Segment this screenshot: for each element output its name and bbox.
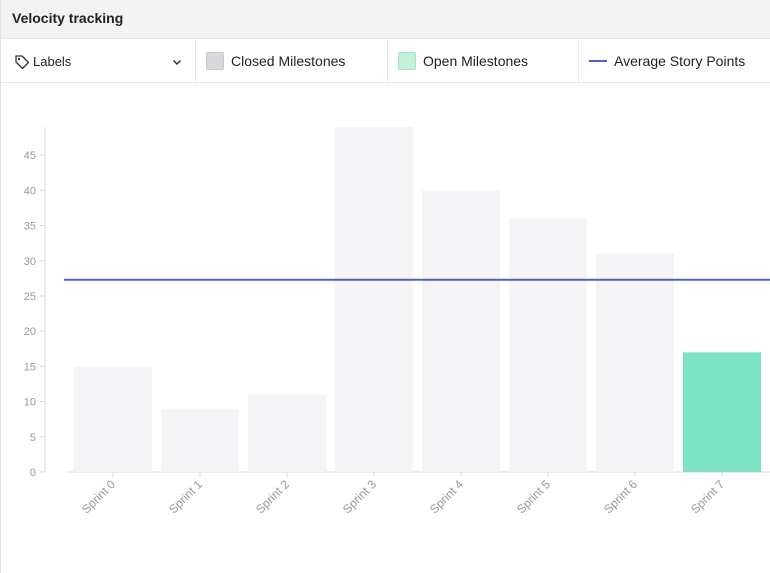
tag-icon — [15, 55, 30, 70]
legend-open-milestones[interactable]: Open Milestones — [388, 40, 579, 82]
open-swatch — [398, 52, 416, 70]
labels-dropdown-label: Labels — [33, 54, 72, 69]
labels-dropdown[interactable]: Labels — [1, 40, 196, 82]
y-tick-label: 15 — [24, 361, 36, 373]
x-tick-label: Sprint 0 — [79, 477, 118, 516]
closed-milestone-bar — [596, 253, 674, 472]
x-tick-label: Sprint 4 — [427, 477, 466, 516]
closed-milestone-bar — [509, 218, 587, 472]
velocity-chart: 0 5 10 15 20 25 30 35 40 45 Sprint 0 Sprint 1 Sprint… — [24, 127, 770, 516]
closed-milestone-bar — [248, 394, 326, 472]
legend-average-label: Average Story Points — [614, 53, 746, 69]
open-milestone-bar — [683, 352, 761, 472]
x-tick-label: Sprint 6 — [601, 477, 640, 516]
closed-milestone-bar — [422, 190, 500, 472]
y-tick-label: 0 — [30, 467, 36, 479]
legend-closed-milestones[interactable]: Closed Milestones — [196, 40, 388, 82]
x-tick-label: Sprint 2 — [253, 477, 292, 516]
legend-closed-label: Closed Milestones — [231, 53, 346, 69]
y-tick-label: 45 — [24, 150, 36, 162]
y-tick-label: 30 — [24, 256, 36, 268]
x-tick-label: Sprint 7 — [688, 477, 727, 516]
closed-milestone-bar — [161, 408, 239, 472]
y-tick-label: 35 — [24, 221, 36, 233]
x-tick-label: Sprint 1 — [166, 477, 205, 516]
x-tick-label: Sprint 3 — [340, 477, 379, 516]
legend-average-story-points[interactable]: Average Story Points — [579, 40, 770, 82]
legend-open-label: Open Milestones — [423, 53, 529, 69]
panel-header: Velocity tracking — [1, 0, 770, 39]
y-tick-label: 25 — [24, 291, 36, 303]
chevron-down-icon — [172, 59, 182, 66]
closed-swatch — [206, 52, 224, 70]
panel-title: Velocity tracking — [12, 10, 124, 26]
y-tick-label: 5 — [30, 432, 36, 444]
closed-milestone-bar — [74, 366, 152, 472]
x-tick-label: Sprint 5 — [514, 477, 553, 516]
y-tick-label: 40 — [24, 185, 36, 197]
y-tick-label: 10 — [24, 397, 36, 409]
y-tick-label: 20 — [24, 326, 36, 338]
closed-milestone-bar — [335, 127, 413, 472]
chart-toolbar: Labels Closed Milestones Open Milestones… — [1, 40, 770, 83]
average-line-swatch — [589, 60, 607, 62]
